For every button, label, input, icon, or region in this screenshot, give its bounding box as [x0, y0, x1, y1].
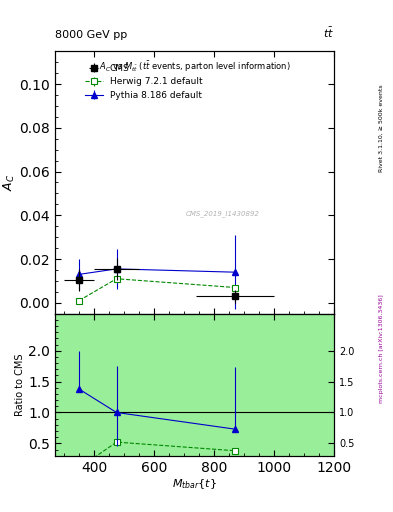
- Text: 8000 GeV pp: 8000 GeV pp: [55, 30, 127, 40]
- Text: $A_C$ vs $M_{t\bar{t}}$ ($t\bar{t}$ events, parton level information): $A_C$ vs $M_{t\bar{t}}$ ($t\bar{t}$ even…: [99, 59, 290, 74]
- Text: CMS_2019_I1430892: CMS_2019_I1430892: [185, 210, 259, 218]
- X-axis label: $M_{tbar}\{t\}$: $M_{tbar}\{t\}$: [172, 477, 217, 491]
- Y-axis label: $A_C$: $A_C$: [2, 174, 17, 191]
- Y-axis label: Ratio to CMS: Ratio to CMS: [15, 353, 26, 416]
- Text: mcplots.cern.ch [arXiv:1306.3436]: mcplots.cern.ch [arXiv:1306.3436]: [379, 294, 384, 402]
- Text: Rivet 3.1.10, ≥ 500k events: Rivet 3.1.10, ≥ 500k events: [379, 84, 384, 172]
- Text: $t\bar{t}$: $t\bar{t}$: [323, 26, 334, 40]
- Legend: CMS, Herwig 7.2.1 default, Pythia 8.186 default: CMS, Herwig 7.2.1 default, Pythia 8.186 …: [82, 61, 205, 102]
